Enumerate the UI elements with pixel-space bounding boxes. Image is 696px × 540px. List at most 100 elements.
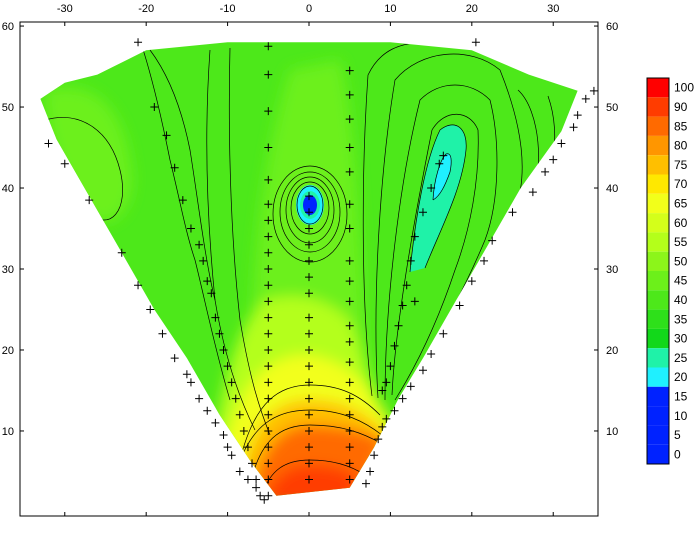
colorbar-swatch <box>647 135 669 156</box>
sample-marker <box>382 414 391 423</box>
sample-marker <box>264 443 273 452</box>
sample-markers <box>44 38 598 504</box>
sample-marker <box>528 188 537 197</box>
sample-marker <box>264 394 273 403</box>
sample-marker <box>569 123 578 132</box>
sample-marker <box>378 422 387 431</box>
colorbar-label: 0 <box>674 447 681 461</box>
sample-marker <box>488 236 497 245</box>
sample-marker <box>305 224 313 233</box>
sample-marker <box>44 139 53 148</box>
sample-marker <box>219 431 228 440</box>
sample-marker <box>264 426 273 435</box>
y-tick-label-right: 50 <box>606 102 618 114</box>
sample-marker <box>374 435 383 444</box>
sample-marker <box>394 321 403 330</box>
sample-marker <box>305 289 313 298</box>
sample-marker <box>345 143 354 152</box>
colorbar-swatch <box>647 271 669 291</box>
colorbar-label: 25 <box>674 351 688 365</box>
sample-marker <box>264 459 273 468</box>
sample-marker <box>305 394 313 403</box>
sample-marker <box>305 459 313 468</box>
sample-marker <box>370 451 379 460</box>
sample-marker <box>186 224 195 233</box>
y-tick-label-right: 20 <box>606 345 618 357</box>
y-tick-label-right: 40 <box>606 183 618 195</box>
sample-marker <box>227 378 236 387</box>
sample-marker <box>305 240 313 249</box>
colorbar-label: 100 <box>674 81 694 95</box>
colorbar-swatch <box>647 213 669 233</box>
colorbar-label: 20 <box>674 370 688 384</box>
colorbar-label: 55 <box>674 235 688 249</box>
sample-marker <box>386 362 395 371</box>
sample-marker <box>264 200 273 209</box>
sample-marker <box>134 281 143 290</box>
sample-marker <box>418 366 427 375</box>
sample-marker <box>345 321 354 330</box>
sample-marker <box>264 313 273 322</box>
sample-marker <box>541 167 550 176</box>
colorbar-swatch <box>647 97 669 117</box>
colorbar-swatch <box>647 116 669 136</box>
sample-marker <box>264 297 273 306</box>
colorbar-label: 15 <box>674 389 688 403</box>
sample-marker <box>134 38 143 47</box>
sample-marker <box>235 467 244 476</box>
sample-marker <box>410 297 419 306</box>
colorbar-label: 30 <box>674 332 688 346</box>
sample-marker <box>186 378 195 387</box>
colorbar-swatch <box>647 251 669 271</box>
colorbar-swatch <box>647 367 669 387</box>
x-tick-label: -30 <box>57 3 73 15</box>
sample-marker <box>402 281 411 290</box>
sample-marker <box>207 289 216 298</box>
sample-marker <box>60 159 69 168</box>
sample-marker <box>223 362 232 371</box>
sample-marker <box>390 341 399 350</box>
sample-marker <box>235 410 244 419</box>
sample-marker <box>406 382 415 391</box>
colorbar-swatch <box>647 444 669 464</box>
sample-marker <box>345 66 354 75</box>
y-tick-label-left: 40 <box>2 183 14 195</box>
sample-marker <box>398 394 407 403</box>
sample-marker <box>345 459 354 468</box>
sample-marker <box>162 131 171 140</box>
sample-marker <box>455 301 464 310</box>
y-tick-label-right: 60 <box>606 21 618 33</box>
colorbar-frame <box>646 77 670 465</box>
sample-marker <box>390 406 399 415</box>
y-tick-label-left: 50 <box>2 102 14 114</box>
sample-marker <box>305 273 313 282</box>
sample-marker <box>345 475 354 484</box>
sample-marker <box>345 115 354 124</box>
sample-marker <box>361 479 370 488</box>
sample-marker <box>305 256 313 265</box>
sample-marker <box>573 111 582 120</box>
sample-marker <box>471 38 480 47</box>
sample-marker <box>581 94 590 103</box>
axis-ticks <box>20 22 598 516</box>
sample-marker <box>439 329 448 338</box>
colorbar-label: 80 <box>674 139 688 153</box>
sample-marker <box>264 248 273 257</box>
sample-marker <box>398 301 407 310</box>
colorbar-swatch <box>647 174 669 194</box>
sample-marker <box>256 491 265 500</box>
sample-marker <box>239 426 248 435</box>
sample-marker <box>382 378 391 387</box>
sample-marker <box>410 232 419 241</box>
sample-marker <box>345 358 354 367</box>
colorbar-label: 50 <box>674 254 688 268</box>
sample-marker <box>227 451 236 460</box>
sample-marker <box>589 86 598 95</box>
colorbar-swatch <box>647 78 669 98</box>
colorbar-swatch <box>647 406 669 426</box>
sample-marker <box>182 370 191 379</box>
sample-marker <box>215 329 224 338</box>
sample-marker <box>378 386 387 395</box>
